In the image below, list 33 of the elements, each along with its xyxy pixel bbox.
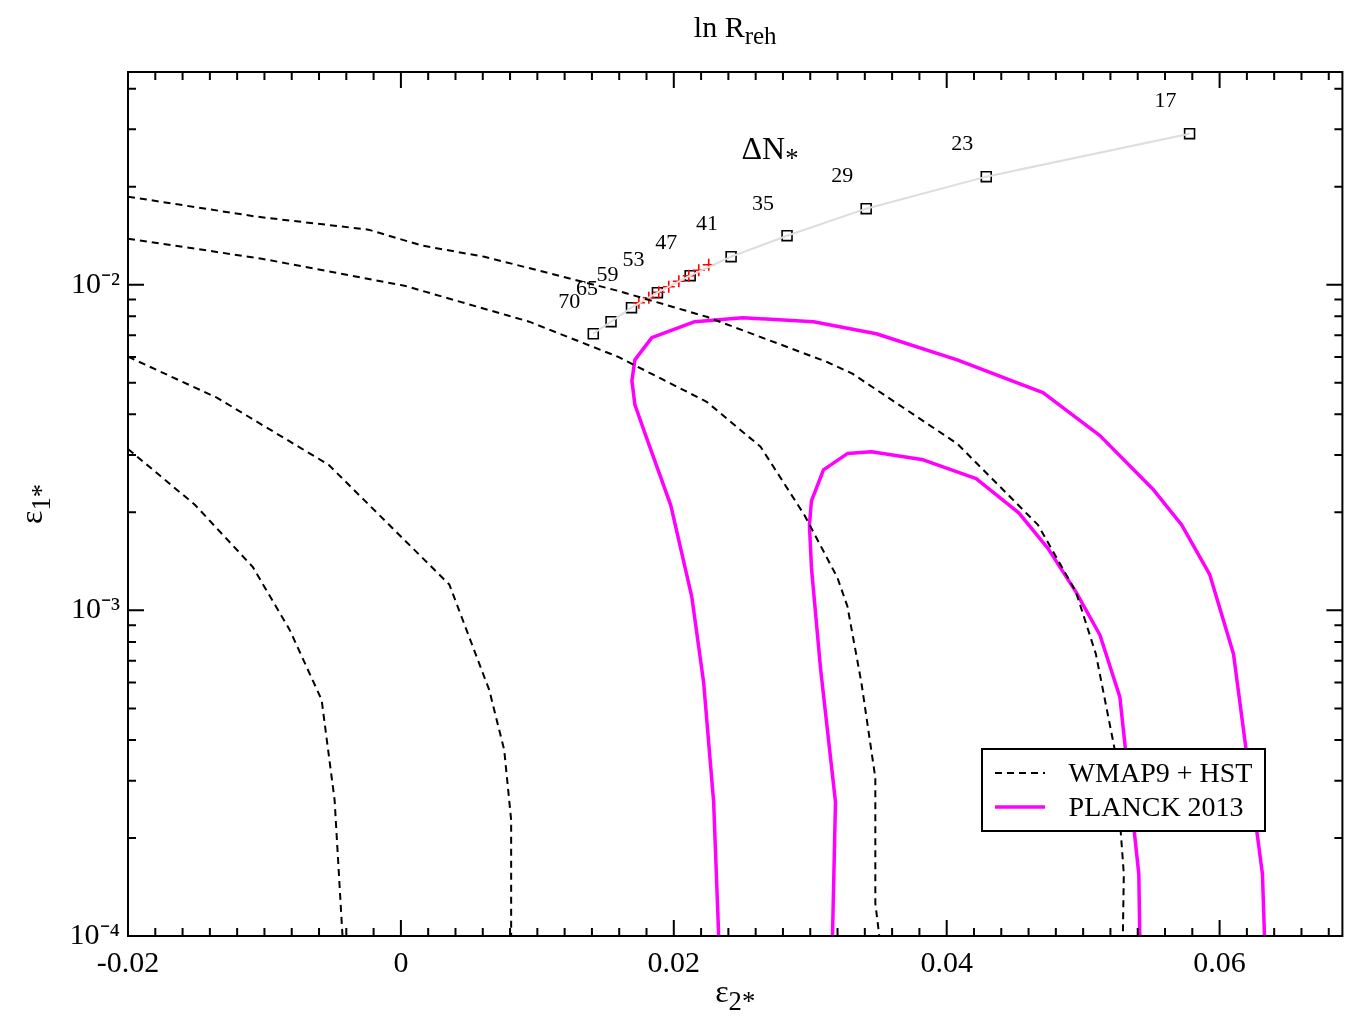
annotation: 17 xyxy=(1154,87,1177,113)
annotation: 47 xyxy=(655,229,678,255)
point xyxy=(701,257,716,272)
point xyxy=(661,279,676,294)
point xyxy=(725,250,737,263)
point xyxy=(1183,127,1196,140)
annotation: 41 xyxy=(696,210,719,236)
annotation: 59 xyxy=(596,261,619,287)
chart-title: ln R$_{reh}$ xyxy=(693,10,777,50)
point xyxy=(632,295,646,310)
y-tick-label: 10⁻² xyxy=(71,265,120,299)
x-axis-title: ε$_{2*}$ xyxy=(715,973,756,1017)
annotation: 23 xyxy=(951,130,974,156)
point xyxy=(642,290,656,305)
point xyxy=(625,301,638,314)
annotation: 35 xyxy=(752,189,775,215)
x-tick-label: 0 xyxy=(393,944,409,978)
annotation: ΔN$_{*}$ xyxy=(741,130,799,174)
point xyxy=(691,263,706,278)
point xyxy=(672,274,686,289)
legend-label: PLANCK 2013 xyxy=(1068,791,1244,823)
point xyxy=(781,229,793,242)
point xyxy=(980,170,993,183)
x-tick-label: 0.06 xyxy=(1193,944,1246,978)
point xyxy=(587,328,600,340)
x-tick-label: 0.04 xyxy=(920,944,973,978)
point xyxy=(605,315,617,328)
annotation: 53 xyxy=(622,246,645,272)
point xyxy=(860,202,872,215)
legend-label: WMAP9 + HST xyxy=(1068,757,1253,789)
y-tick-label: 10⁻³ xyxy=(71,591,120,625)
annotation: 29 xyxy=(831,162,854,188)
x-tick-label: 0.02 xyxy=(647,944,701,978)
